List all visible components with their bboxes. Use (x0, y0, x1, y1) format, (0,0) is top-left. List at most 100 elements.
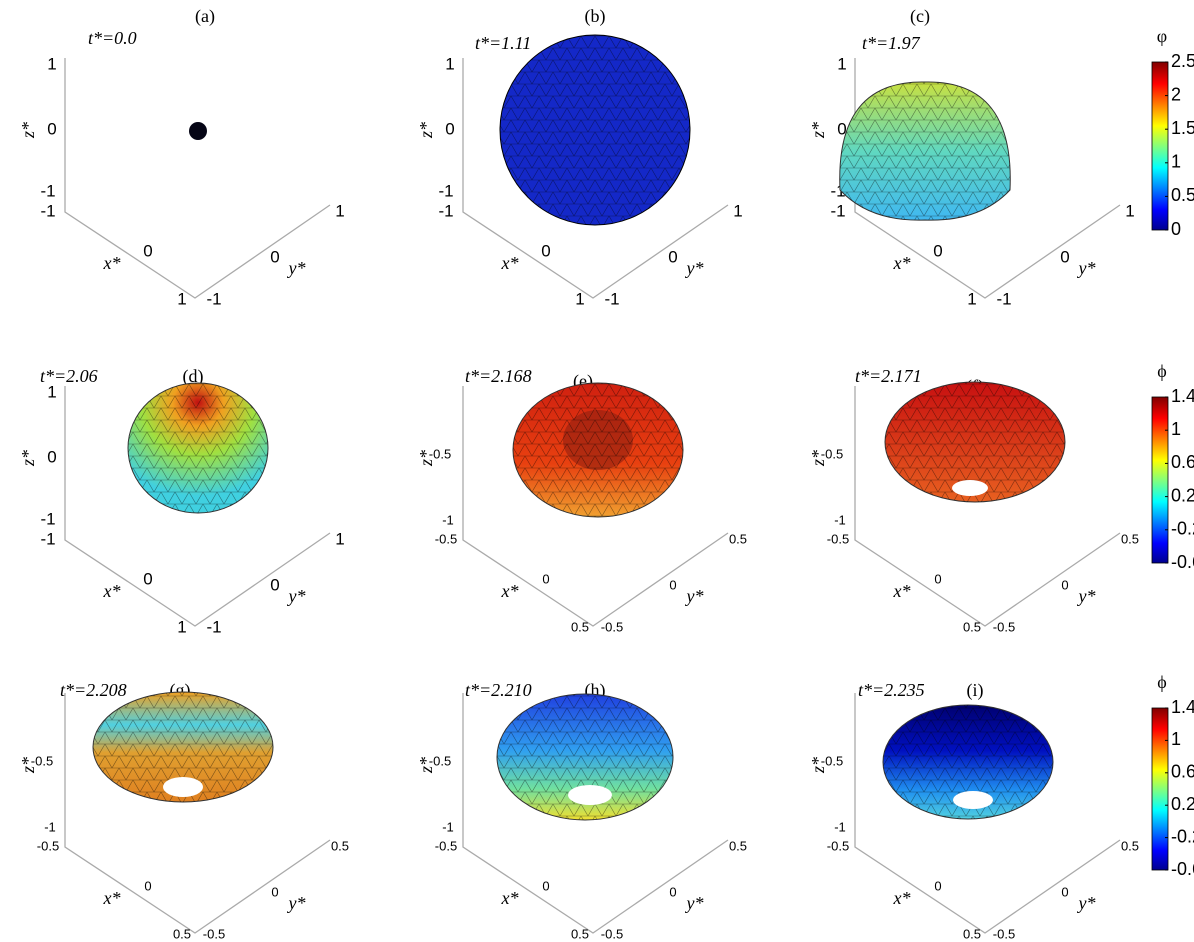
y-axis-label: y* (685, 586, 704, 606)
x-axis-label: x* (103, 581, 121, 601)
y-tick-label: 1 (335, 529, 344, 548)
z-axis-label: z* (416, 122, 436, 139)
x-tick-label: -0.5 (435, 838, 457, 853)
z-tick-label: -1 (40, 509, 55, 528)
y-tick-label: 1 (335, 201, 344, 220)
mesh (500, 35, 690, 225)
torus-hole (568, 785, 612, 805)
y-tick-label: 0.5 (331, 838, 349, 853)
axis-lines (462, 58, 729, 299)
colorbar-tick-label: 1.5 (1171, 118, 1194, 138)
x-tick-label: 1 (177, 617, 186, 636)
droplet (189, 122, 207, 140)
y-tick-label: 0.5 (1121, 531, 1139, 546)
torus-hole (953, 791, 993, 809)
mesh (513, 383, 683, 517)
colorbar (1151, 61, 1169, 231)
colorbar-tick-label: 1.4 (1171, 697, 1194, 717)
y-tick-label: 0 (669, 577, 676, 592)
z-axis-label: z* (416, 450, 436, 467)
colorbar-tick-label: 1 (1171, 419, 1181, 439)
time-label: t*=2.171 (855, 366, 922, 386)
mesh (885, 382, 1065, 502)
y-tick-label: 0 (1061, 577, 1068, 592)
y-tick-label: 0.5 (1121, 838, 1139, 853)
colorbar-tick-label: 0 (1171, 219, 1181, 239)
colorbar-tick-label: 0.5 (1171, 185, 1194, 205)
z-tick-label: 1 (47, 54, 56, 73)
x-tick-label: 0.5 (173, 926, 191, 941)
y-axis-label: y* (287, 893, 306, 913)
axis-lines (64, 693, 331, 934)
y-tick-label: 0 (668, 247, 677, 266)
z-tick-label: -1 (834, 512, 846, 527)
z-tick-label: 0 (837, 119, 846, 138)
time-label: t*=2.06 (40, 366, 98, 386)
colorbar-tick-label: 1 (1171, 729, 1181, 749)
time-label: t*=1.97 (862, 33, 921, 53)
y-axis-label: y* (685, 258, 704, 278)
z-axis-label: z* (18, 122, 38, 139)
y-tick-label: 0 (669, 884, 676, 899)
colorbar-tick-label: 2.5 (1171, 51, 1194, 71)
x-tick-label: -1 (40, 529, 55, 548)
z-tick-label: -1 (834, 819, 846, 834)
x-axis-label: x* (893, 888, 911, 908)
x-axis-label: x* (501, 581, 519, 601)
z-axis-label: z* (18, 450, 38, 467)
z-axis-label: z* (808, 757, 828, 774)
x-tick-label: 0 (143, 241, 152, 260)
x-tick-label: -0.5 (435, 531, 457, 546)
y-tick-label: 1 (1125, 201, 1134, 220)
x-axis-label: x* (893, 253, 911, 273)
x-tick-label: 0.5 (571, 926, 589, 941)
z-tick-label: -0.5 (31, 753, 53, 768)
y-tick-label: 0 (1061, 884, 1068, 899)
y-tick-label: 0 (270, 247, 279, 266)
z-tick-label: 0 (445, 119, 454, 138)
panel-label: (b) (585, 6, 606, 27)
x-axis-label: x* (501, 888, 519, 908)
x-axis-label: x* (501, 253, 519, 273)
colorbar-tick-label: 1 (1171, 152, 1181, 172)
time-label: t*=2.208 (60, 680, 127, 700)
z-tick-label: 1 (837, 54, 846, 73)
y-tick-label: -1 (206, 617, 221, 636)
mesh (93, 692, 273, 802)
x-tick-label: 0 (541, 241, 550, 260)
x-tick-label: -0.5 (827, 838, 849, 853)
x-tick-label: 1 (575, 289, 584, 308)
time-label: t*=2.168 (465, 366, 532, 386)
z-tick-label: 0 (47, 119, 56, 138)
x-axis-label: x* (893, 581, 911, 601)
x-tick-label: 0.5 (963, 926, 981, 941)
z-tick-label: -0.5 (429, 753, 451, 768)
z-tick-label: -1 (44, 819, 56, 834)
y-tick-label: 0 (270, 575, 279, 594)
x-tick-label: -1 (830, 201, 845, 220)
x-tick-label: -0.5 (37, 838, 59, 853)
time-label: t*=2.210 (465, 680, 532, 700)
z-axis-label: z* (808, 450, 828, 467)
z-axis-label: z* (808, 122, 828, 139)
y-tick-label: 0 (1060, 247, 1069, 266)
z-tick-label: -1 (438, 181, 453, 200)
y-tick-label: -0.5 (203, 926, 225, 941)
colorbar-tick-label: 2 (1171, 84, 1181, 104)
y-tick-label: 0 (271, 884, 278, 899)
x-tick-label: -0.5 (827, 531, 849, 546)
y-tick-label: -0.5 (601, 926, 623, 941)
colorbar-tick-label: 0.6 (1171, 762, 1194, 782)
y-tick-label: -0.5 (993, 619, 1015, 634)
colorbar-tick-label: -0.6 (1171, 552, 1194, 572)
mesh (128, 383, 268, 513)
surfaces (92, 34, 1066, 821)
panel-label: (i) (967, 680, 984, 701)
axis-lines (64, 386, 331, 627)
z-tick-label: -0.5 (429, 446, 451, 461)
x-axis-label: x* (103, 888, 121, 908)
y-axis-label: y* (1077, 586, 1096, 606)
z-axis-label: z* (18, 757, 38, 774)
y-tick-label: -0.5 (993, 926, 1015, 941)
x-tick-label: 0 (934, 878, 941, 893)
